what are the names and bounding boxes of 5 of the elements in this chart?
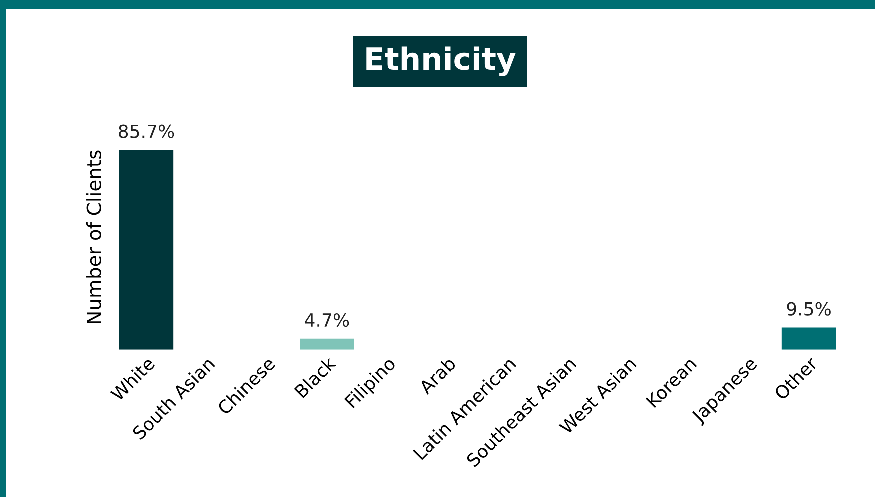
chart-title: Ethnicity — [366, 46, 516, 77]
data-label: 85.7% — [119, 124, 174, 138]
data-label: 9.5% — [787, 302, 831, 316]
y-axis-title: Number of Clients — [86, 150, 102, 324]
data-label: 4.7% — [305, 313, 350, 328]
